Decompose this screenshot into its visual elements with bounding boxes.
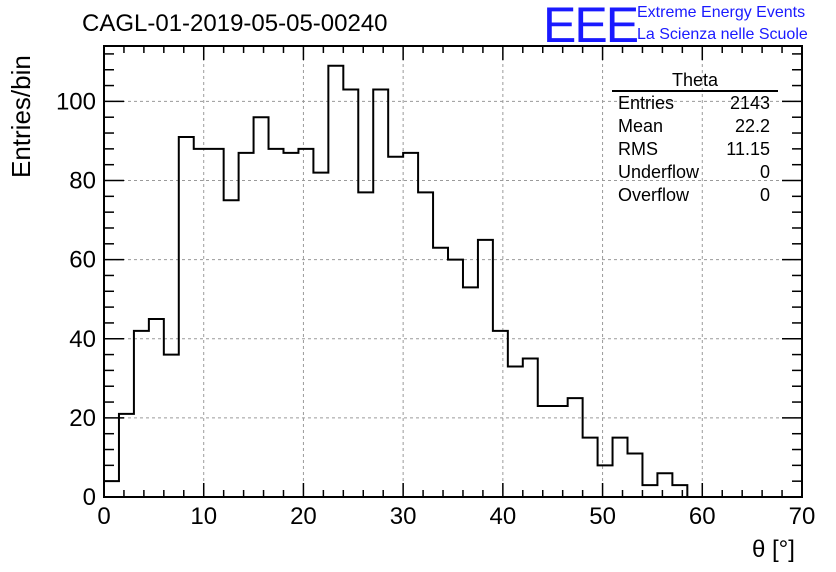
stats-row-overflow: Overflow 0 [612, 184, 778, 207]
histogram-bin [418, 192, 433, 497]
x-tick-label: 10 [190, 503, 217, 530]
stats-row-mean: Mean 22.2 [612, 115, 778, 138]
x-tick-label: 30 [390, 503, 417, 530]
histogram-bin [134, 331, 149, 497]
histogram-bin [538, 406, 553, 497]
y-tick-label: 20 [69, 405, 96, 432]
histogram-bin [209, 149, 224, 497]
histogram-bin [642, 485, 657, 497]
histogram-bin [194, 149, 209, 497]
x-tick-label: 40 [490, 503, 517, 530]
stats-value: 0 [759, 162, 770, 182]
stats-label: Overflow [618, 185, 690, 205]
histogram-bin [553, 406, 568, 497]
axis-ticks [103, 46, 803, 498]
eee-logo-mark: EEE [543, 0, 639, 53]
stats-value: 22.2 [734, 116, 770, 136]
x-tick-label: 60 [689, 503, 716, 530]
stats-title: Theta [612, 70, 778, 92]
histogram-bin [672, 485, 687, 497]
stats-value: 11.15 [726, 139, 770, 159]
stats-label: RMS [618, 139, 658, 159]
stats-row-rms: RMS 11.15 [612, 138, 778, 161]
stats-value: 0 [759, 185, 770, 205]
histogram-bin [298, 149, 313, 497]
histogram-bin [104, 481, 119, 497]
eee-logo-line2: La Scienza nelle Scuole [637, 26, 808, 43]
histogram-bin [463, 287, 478, 497]
histogram-bin [239, 153, 254, 497]
stats-label: Entries [618, 93, 675, 113]
histogram-bin [493, 331, 508, 497]
histogram-bin [628, 453, 643, 497]
stats-value: 2143 [729, 93, 770, 113]
histogram-bin [358, 192, 373, 497]
y-tick-label: 80 [69, 168, 96, 195]
histogram-bin [388, 157, 403, 497]
x-tick-label: 20 [290, 503, 317, 530]
histogram-bin [269, 149, 284, 497]
run-title: CAGL-01-2019-05-05-00240 [82, 10, 388, 37]
histogram-bin [583, 438, 598, 497]
y-tick-label: 100 [56, 88, 96, 115]
histogram-bin [283, 153, 298, 497]
y-axis-label: Entries/bin [6, 55, 36, 178]
histogram-bin [657, 473, 672, 497]
y-tick-label: 60 [69, 247, 96, 274]
histogram-bin [433, 248, 448, 497]
stats-label: Mean [618, 116, 664, 136]
histogram-bin [523, 359, 538, 497]
y-tick-label: 0 [83, 484, 96, 511]
histogram-bin [149, 319, 164, 497]
histogram-bin [328, 66, 343, 497]
histogram-outline [103, 64, 689, 497]
histogram-bin [598, 465, 613, 497]
histogram-bin [568, 398, 583, 497]
x-axis-label: θ [°] [752, 536, 795, 563]
stats-box: Theta Entries 2143 Mean 22.2 RMS 11.15 U… [612, 70, 778, 207]
histogram-bin [478, 240, 493, 497]
histogram-bins [104, 66, 687, 497]
histogram-bin [613, 438, 628, 497]
stats-label: Underflow [618, 162, 700, 182]
stats-row-entries: Entries 2143 [612, 92, 778, 115]
stats-row-underflow: Underflow 0 [612, 161, 778, 184]
histogram-bin [343, 90, 358, 497]
histogram-bin [164, 355, 179, 497]
histogram-bin [119, 414, 134, 497]
histogram-bin [403, 153, 418, 497]
y-tick-label: 40 [69, 326, 96, 353]
plot-frame [103, 45, 803, 498]
histogram-bin [179, 137, 194, 497]
x-tick-label: 50 [589, 503, 616, 530]
histogram-bin [313, 173, 328, 497]
x-tick-label: 0 [97, 503, 110, 530]
x-tick-label: 70 [789, 503, 816, 530]
histogram-bin [254, 117, 269, 497]
eee-logo-line1: Extreme Energy Events [637, 4, 806, 21]
histogram-bin [448, 260, 463, 497]
histogram-bin [224, 200, 239, 497]
histogram-bin [373, 90, 388, 497]
histogram-bin [508, 366, 523, 497]
tick-labels: 0 10 20 30 40 50 60 70 0 20 40 60 80 100 [56, 88, 815, 530]
